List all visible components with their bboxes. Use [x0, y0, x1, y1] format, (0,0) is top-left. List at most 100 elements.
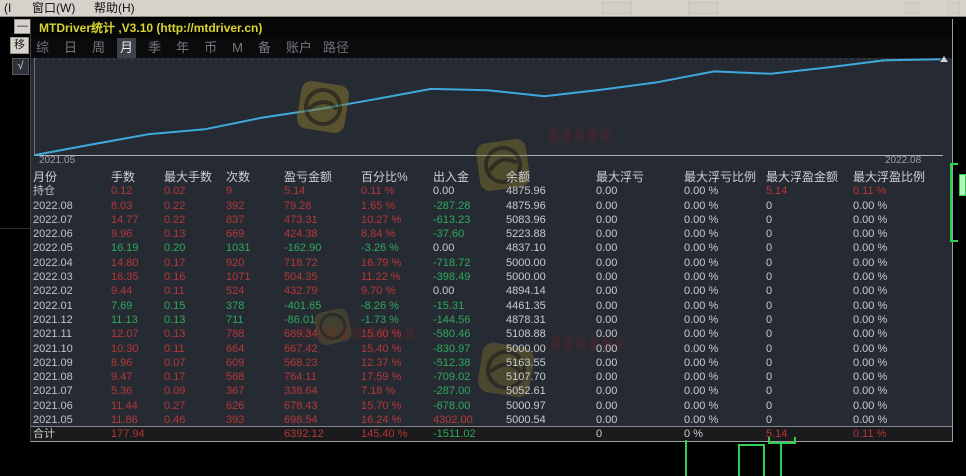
watermark-text-smudge — [301, 327, 419, 340]
table-cell-1-4: 79.28 — [284, 199, 312, 212]
equity-line — [34, 58, 941, 156]
table-cell-13-3: 568 — [226, 371, 245, 384]
table-cell-10-11: 0.00 % — [853, 328, 888, 341]
tab-9[interactable]: 账户 — [285, 40, 312, 55]
table-cell-15-8: 0.00 — [596, 399, 618, 412]
table-cell-11-2: 0.11 — [164, 342, 185, 355]
table-cell-15-1: 11.44 — [111, 399, 138, 412]
table-cell-10-2: 0.13 — [164, 328, 186, 341]
period-tabs: 综日周月季年币 M 备账户 — [33, 38, 315, 58]
table-cell-5-4: 718.72 — [284, 256, 318, 269]
annotation-edge-tick — [950, 240, 958, 242]
tab-3[interactable]: 月 — [117, 38, 137, 58]
x-axis-label-end: 2022.08 — [885, 155, 922, 166]
table-cell-7-11: 0.00 % — [853, 285, 888, 298]
table-cell-1-9: 0.00 % — [684, 199, 719, 212]
table-cell-15-0: 2021.06 — [33, 399, 73, 412]
table-cell-3-3: 669 — [226, 228, 245, 241]
total-row-cell-17-2 — [164, 427, 226, 441]
table-cell-0-2: 0.02 — [164, 185, 186, 198]
check-tool-button[interactable]: √ — [12, 58, 29, 75]
table-cell-8-6: -15.31 — [433, 299, 465, 312]
table-cell-8-11: 0.00 % — [853, 299, 888, 312]
scroll-up-arrow-icon[interactable] — [940, 56, 948, 62]
col-header-0: 月份 — [33, 170, 58, 184]
table-cell-9-10: 0 — [766, 313, 773, 326]
annotation-edge-tick — [950, 163, 958, 165]
tab-2[interactable]: 周 — [92, 40, 106, 55]
annotation-tick — [768, 437, 770, 444]
table-cell-7-9: 0.00 % — [684, 285, 719, 298]
table-cell-10-10: 0 — [766, 328, 773, 341]
table-cell-16-2: 0.46 — [164, 414, 186, 427]
table-cell-14-7: 5052.61 — [506, 385, 546, 398]
col-header-9: 最大浮亏比例 — [684, 170, 757, 184]
table-cell-12-8: 0.00 — [596, 356, 618, 369]
x-axis-label-start: 2021.05 — [39, 155, 76, 166]
menu-item-window[interactable]: 窗口(W) — [32, 1, 76, 15]
table-cell-5-9: 0.00 % — [684, 256, 719, 269]
tab-4[interactable]: 季 — [148, 40, 162, 55]
move-tool-button[interactable]: 移 — [10, 37, 29, 54]
table-cell-11-8: 0.00 — [596, 342, 618, 355]
toolbar-remnant-icon — [905, 2, 919, 14]
equity-curve-svg — [34, 58, 943, 156]
total-row-cell-17-1: 177.94 — [111, 428, 145, 441]
table-cell-11-6: -830.97 — [433, 342, 471, 355]
table-cell-11-4: 667.42 — [284, 342, 318, 355]
table-cell-5-1: 14.80 — [111, 256, 139, 269]
period-tabbar: 综日周月季年币 M 备账户 路径 — [31, 38, 952, 58]
table-cell-3-1: 9.96 — [111, 228, 133, 241]
table-cell-13-2: 0.17 — [164, 371, 186, 384]
table-cell-6-3: 1071 — [226, 271, 251, 284]
table-cell-3-0: 2022.06 — [33, 228, 73, 241]
table-cell-0-8: 0.00 — [596, 185, 618, 198]
table-cell-16-9: 0.00 % — [684, 414, 719, 427]
tab-1[interactable]: 日 — [64, 40, 78, 55]
table-cell-8-7: 4461.35 — [506, 299, 546, 312]
table-cell-6-0: 2022.03 — [33, 271, 73, 284]
table-cell-6-1: 16.35 — [111, 271, 139, 284]
table-cell-0-10: 5.14 — [766, 185, 788, 198]
tab-8[interactable]: 备 — [257, 40, 271, 55]
watermark-text-smudge — [551, 337, 623, 350]
minimize-button[interactable]: — — [14, 19, 31, 34]
table-cell-4-5: -3.26 % — [361, 242, 399, 255]
table-cell-6-10: 0 — [766, 271, 773, 284]
table-cell-15-7: 5000.97 — [506, 399, 546, 412]
table-cell-7-8: 0.00 — [596, 285, 618, 298]
table-cell-16-11: 0.00 % — [853, 414, 888, 427]
table-cell-13-7: 5107.70 — [506, 371, 546, 384]
path-label[interactable]: 路径 — [323, 40, 350, 55]
table-cell-11-1: 10.30 — [111, 342, 139, 355]
table-cell-4-1: 16.19 — [111, 242, 139, 255]
table-cell-14-1: 5.36 — [111, 385, 133, 398]
menu-item-help[interactable]: 帮助(H) — [94, 1, 135, 15]
table-cell-0-7: 4875.96 — [506, 185, 546, 198]
table-cell-12-9: 0.00 % — [684, 356, 719, 369]
equity-chart: 2021.05 2022.08 — [31, 56, 952, 170]
table-cell-6-7: 5000.00 — [506, 271, 546, 284]
table-cell-7-10: 0 — [766, 285, 773, 298]
table-cell-15-4: 678.43 — [284, 399, 318, 412]
table-cell-8-0: 2022.01 — [33, 299, 73, 312]
table-cell-5-7: 5000.00 — [506, 256, 546, 269]
table-cell-14-4: 338.64 — [284, 385, 318, 398]
annotation-stem — [780, 444, 782, 476]
tab-0[interactable]: 综 — [36, 40, 50, 55]
tab-5[interactable]: 年 — [176, 40, 190, 55]
table-cell-10-7: 5108.88 — [506, 328, 546, 341]
table-cell-2-10: 0 — [766, 213, 773, 226]
table-cell-7-5: 9.70 % — [361, 285, 396, 298]
total-row-cell-17-5: 145.40 % — [361, 428, 408, 441]
table-cell-7-6: 0.00 — [433, 285, 455, 298]
table-cell-13-6: -709.02 — [433, 371, 471, 384]
table-cell-16-5: 16.24 % — [361, 414, 402, 427]
table-cell-11-10: 0 — [766, 342, 773, 355]
table-cell-11-3: 664 — [226, 342, 245, 355]
table-cell-6-6: -398.49 — [433, 271, 471, 284]
tab-6[interactable]: 币 — [204, 40, 218, 55]
tab-7[interactable]: M — [232, 40, 243, 55]
table-cell-11-5: 15.40 % — [361, 342, 402, 355]
